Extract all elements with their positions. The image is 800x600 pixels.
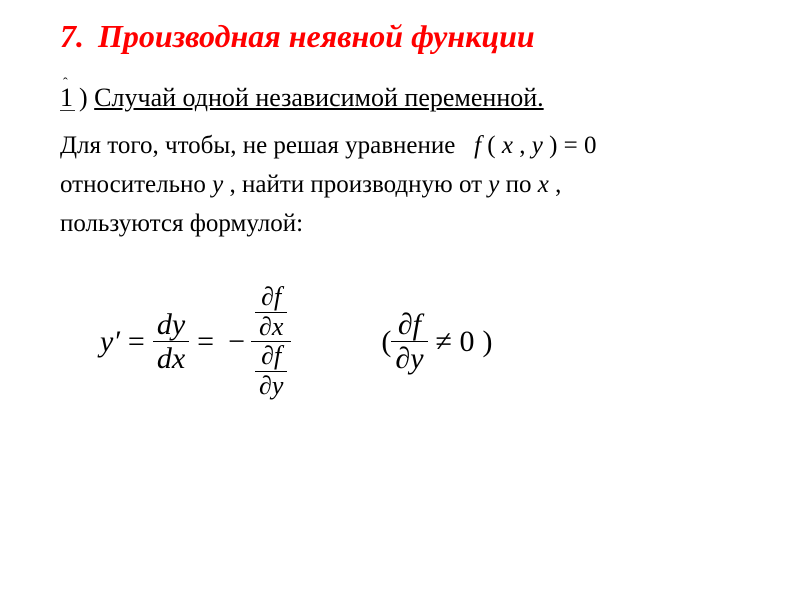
cond-ne: ≠ 0: [428, 325, 483, 359]
math-comma: ,: [519, 132, 532, 159]
paragraph: Для того, чтобы, не решая уравнение f ( …: [60, 127, 762, 243]
math-y: y: [532, 132, 543, 159]
frac-partial: ∂f ∂x ∂f ∂y: [251, 283, 291, 400]
cond-close: ): [482, 325, 492, 359]
para-text: [462, 132, 468, 159]
subheading-number: ˆ 1: [60, 83, 73, 113]
para-text: пользуются формулой:: [60, 210, 303, 237]
equals-2: =: [189, 325, 222, 359]
para-text: , найти производную от: [229, 171, 488, 198]
math-close: ): [549, 132, 557, 159]
math-x: x: [502, 132, 513, 159]
equals-1: =: [120, 325, 153, 359]
frac-top: dy: [153, 308, 189, 341]
math-open: (: [487, 132, 495, 159]
slide-heading: 7. Производная неявной функции: [60, 18, 762, 55]
frac-df-dx: ∂f ∂x: [255, 283, 287, 341]
frac-bot: ∂y: [391, 342, 427, 375]
math-eq0: = 0: [564, 132, 597, 159]
frac-bot: dx: [153, 342, 189, 375]
formula-row: y ′ = dy dx = − ∂f ∂x: [60, 283, 762, 400]
lhs-y: y: [100, 325, 113, 359]
subheading-line: ˆ 1 ) Случай одной независимой переменно…: [60, 83, 762, 113]
slide: 7. Производная неявной функции ˆ 1 ) Слу…: [0, 0, 800, 600]
para-text: по: [506, 171, 538, 198]
frac-dy-dx: dy dx: [153, 308, 189, 375]
frac-bot: ∂x: [255, 313, 287, 342]
cond-open: (: [381, 325, 391, 359]
math-x: x: [538, 171, 549, 198]
condition: ( ∂f ∂y ≠ 0 ): [381, 308, 492, 375]
para-text: ,: [555, 171, 561, 198]
frac-top: ∂f: [257, 283, 285, 312]
heading-text: Производная неявной функции: [98, 18, 535, 54]
math-y: y: [212, 171, 223, 198]
accent-icon: ˆ: [63, 77, 68, 91]
main-equation: y ′ = dy dx = − ∂f ∂x: [100, 283, 291, 400]
minus-sign: −: [222, 325, 251, 359]
frac-df-dy-cond: ∂f ∂y: [391, 308, 427, 375]
frac-top: ∂f ∂x: [251, 283, 291, 341]
subheading-number-suffix: ): [79, 83, 88, 113]
heading-number: 7.: [60, 18, 84, 54]
subheading-text: Случай одной независимой переменной.: [94, 83, 543, 113]
math-f: f: [474, 132, 481, 159]
math-y: y: [488, 171, 499, 198]
frac-top: ∂f: [394, 308, 425, 341]
frac-df-dy: ∂f ∂y: [255, 342, 287, 400]
para-text: относительно: [60, 171, 212, 198]
para-text: Для того, чтобы, не решая уравнение: [60, 132, 462, 159]
frac-bot: ∂f ∂y: [251, 342, 291, 400]
frac-bot: ∂y: [255, 372, 287, 401]
frac-top: ∂f: [257, 342, 285, 371]
